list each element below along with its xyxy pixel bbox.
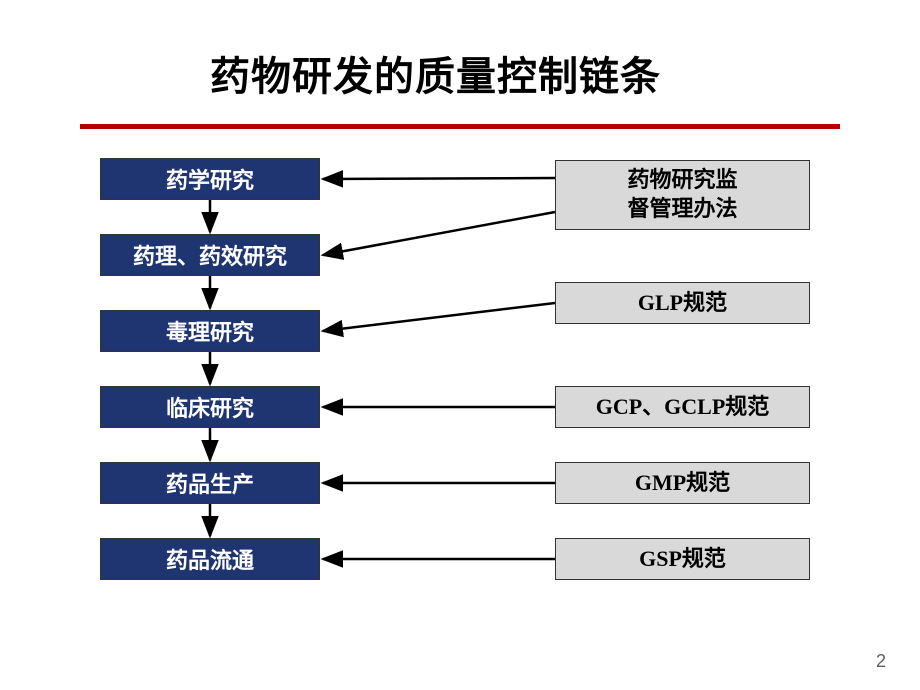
- divider-line: [80, 124, 840, 129]
- page-number: 2: [876, 651, 886, 672]
- reg-node-r3: GCP、GCLP规范: [555, 386, 810, 428]
- slide-title: 药物研发的质量控制链条: [210, 44, 661, 102]
- reg-node-r5: GSP规范: [555, 538, 810, 580]
- flow-node-n4: 临床研究: [100, 386, 320, 428]
- reg-node-r4: GMP规范: [555, 462, 810, 504]
- reg-node-r1: 药物研究监 督管理办法: [555, 160, 810, 230]
- reg-node-r2: GLP规范: [555, 282, 810, 324]
- flow-node-n5: 药品生产: [100, 462, 320, 504]
- slide-title-wrap: 药物研发的质量控制链条: [190, 40, 681, 106]
- flow-node-n6: 药品流通: [100, 538, 320, 580]
- flow-node-n2: 药理、药效研究: [100, 234, 320, 276]
- flow-node-n3: 毒理研究: [100, 310, 320, 352]
- flow-node-n1: 药学研究: [100, 158, 320, 200]
